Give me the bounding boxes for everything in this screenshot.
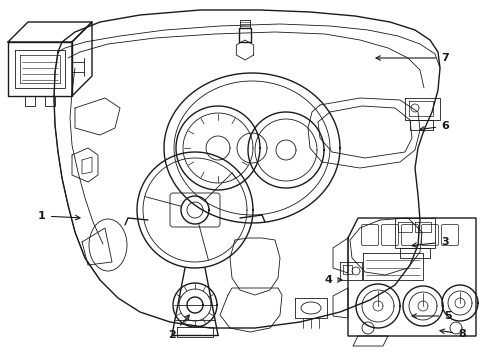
Text: 7: 7 <box>375 53 448 63</box>
Text: 4: 4 <box>324 275 341 285</box>
Text: 3: 3 <box>411 237 448 247</box>
Text: 2: 2 <box>168 315 189 340</box>
Text: 8: 8 <box>439 329 465 339</box>
Text: 5: 5 <box>411 311 451 321</box>
Text: 6: 6 <box>419 121 448 131</box>
Text: 1: 1 <box>38 211 80 221</box>
